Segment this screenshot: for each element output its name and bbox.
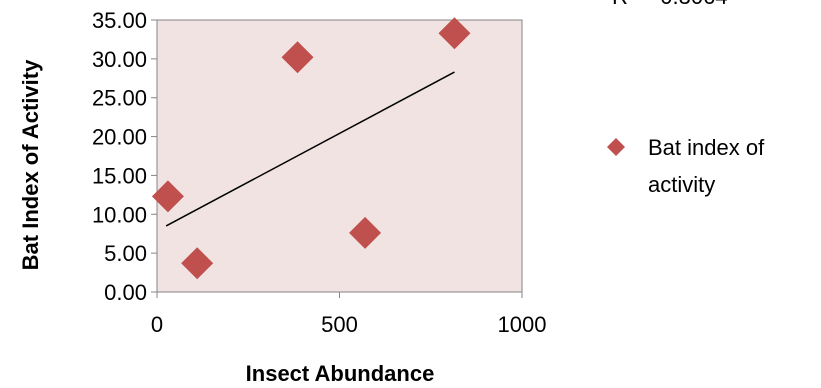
y-tick-label: 25.00 <box>92 86 147 111</box>
data-points <box>151 17 471 280</box>
x-axis-title: Insect Abundance <box>246 361 435 386</box>
x-tick-label: 0 <box>151 312 163 337</box>
data-point-diamond <box>349 216 382 249</box>
y-tick-label: 15.00 <box>92 163 147 188</box>
x-axis-ticks: 0 500 1000 <box>151 292 547 337</box>
y-tick-label: 0.00 <box>104 280 147 305</box>
legend-label-line1: Bat index of <box>648 135 765 160</box>
legend: Bat index of activity <box>607 135 765 197</box>
y-axis-ticks: 0.00 5.00 10.00 15.00 20.00 25.00 30.00 35.00 <box>92 8 157 305</box>
data-point-diamond <box>181 247 214 280</box>
plot-area <box>156 19 523 293</box>
y-tick-label: 35.00 <box>92 8 147 33</box>
y-axis-title: Bat Index of Activity <box>18 59 43 270</box>
legend-marker-diamond <box>607 138 625 156</box>
data-point-diamond <box>281 41 314 74</box>
y-tick-label: 20.00 <box>92 125 147 150</box>
data-point-diamond <box>438 17 471 50</box>
y-tick-label: 10.00 <box>92 202 147 227</box>
x-tick-label: 1000 <box>498 312 547 337</box>
y-tick-label: 5.00 <box>104 241 147 266</box>
x-tick-label: 500 <box>321 312 358 337</box>
legend-label-line2: activity <box>648 172 715 197</box>
trendline <box>165 71 455 227</box>
r-squared-label: R² = 0.3064 <box>612 0 728 9</box>
data-point-diamond <box>151 180 184 213</box>
y-tick-label: 30.00 <box>92 47 147 72</box>
